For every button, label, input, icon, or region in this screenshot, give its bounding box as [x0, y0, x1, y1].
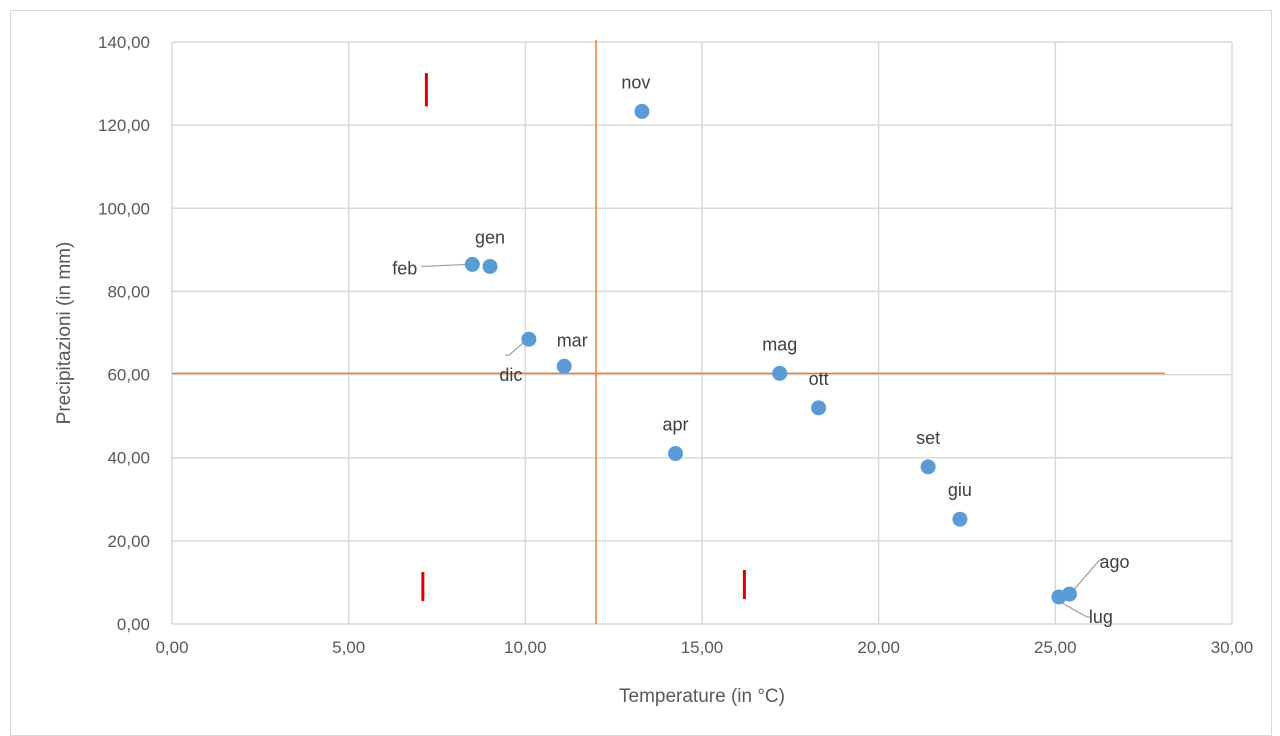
- point-label-mag: mag: [762, 334, 797, 354]
- data-point-nov: [634, 103, 650, 119]
- x-tick-label: 25,00: [1034, 638, 1077, 657]
- y-tick-label: 100,00: [98, 199, 150, 218]
- data-point-feb: [464, 256, 480, 272]
- point-label-nov: nov: [621, 72, 650, 92]
- y-tick-label: 60,00: [107, 366, 150, 385]
- data-point-mar: [556, 358, 572, 374]
- x-tick-label: 0,00: [155, 638, 188, 657]
- label-leader-line: [421, 263, 467, 268]
- x-tick-label: 15,00: [681, 638, 724, 657]
- point-label-mar: mar: [557, 330, 588, 350]
- y-tick-label: 40,00: [107, 449, 150, 468]
- point-label-feb: feb: [392, 258, 417, 278]
- data-point-gen: [482, 258, 498, 274]
- point-label-dic: dic: [499, 365, 522, 385]
- x-tick-label: 10,00: [504, 638, 547, 657]
- y-tick-label: 80,00: [107, 282, 150, 301]
- x-axis-title: Temperature (in °C): [619, 686, 785, 707]
- data-point-apr: [668, 446, 683, 462]
- y-tick-label: 120,00: [98, 116, 150, 135]
- data-point-set: [920, 459, 936, 475]
- x-tick-label: 20,00: [857, 638, 900, 657]
- data-point-ott: [811, 400, 827, 416]
- label-leader-line: [1061, 602, 1091, 618]
- y-tick-label: 140,00: [98, 33, 150, 52]
- x-tick-label: 5,00: [332, 638, 365, 657]
- data-point-mag: [772, 365, 788, 381]
- point-label-ott: ott: [809, 369, 829, 389]
- label-leader-line: [504, 342, 524, 356]
- point-label-apr: apr: [662, 415, 688, 435]
- data-point-giu: [952, 511, 968, 527]
- y-tick-label: 20,00: [107, 532, 150, 551]
- y-axis-title: Precipitazioni (in mm): [54, 242, 75, 425]
- tick-labels: 0,00 5,00 10,00 15,00 20,00 25,00 30,00 0,00 20,…: [98, 33, 1253, 657]
- label-leader-line: [1073, 559, 1104, 590]
- red-markers: [421, 73, 746, 602]
- data-point-ago: [1061, 586, 1077, 602]
- point-label-giu: giu: [948, 480, 972, 500]
- y-tick-label: 0,00: [117, 615, 150, 634]
- grid-layer: [171, 41, 1233, 625]
- data-points: gen feb mar apr mag giu lug ago set ott nov dic: [392, 72, 1129, 627]
- point-label-gen: gen: [475, 227, 505, 247]
- data-point-dic: [521, 331, 537, 347]
- point-label-ago: ago: [1099, 552, 1129, 572]
- point-label-lug: lug: [1089, 607, 1113, 627]
- x-tick-label: 30,00: [1211, 638, 1254, 657]
- point-label-set: set: [916, 428, 940, 448]
- reference-lines: [172, 40, 1165, 624]
